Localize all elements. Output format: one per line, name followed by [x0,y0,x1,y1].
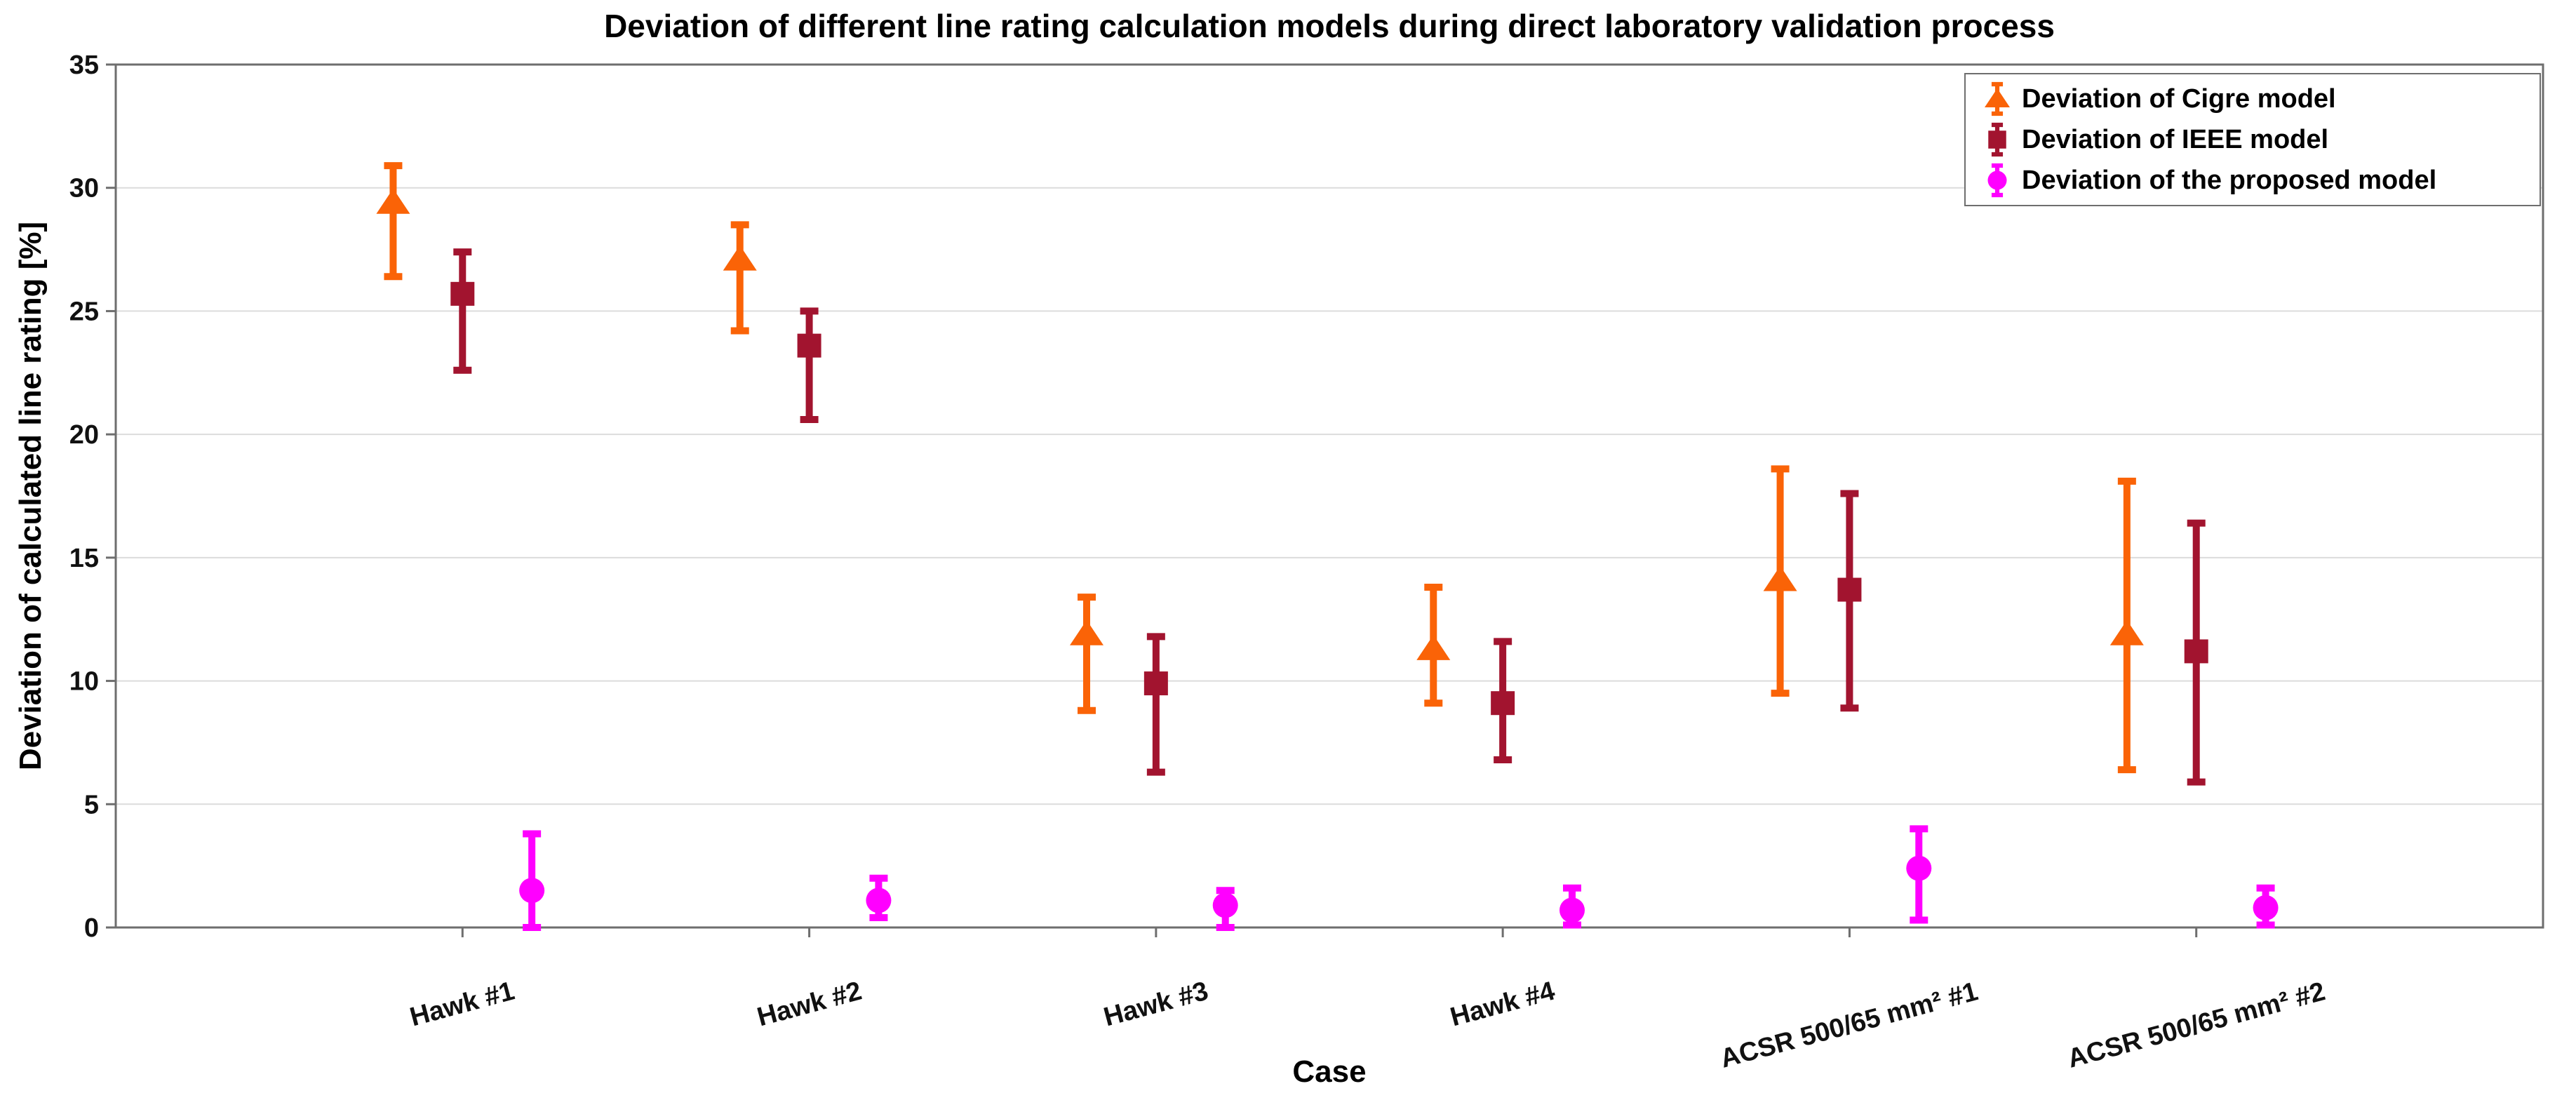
legend-label-cigre: Deviation of Cigre model [2022,83,2336,114]
data-point-square [1491,691,1515,716]
data-point-circle [519,878,545,904]
legend-marker-triangle-up [1985,88,2010,107]
y-tick-label: 10 [69,667,99,697]
legend-marker-square [1988,130,2006,149]
y-tick-label: 15 [69,544,99,573]
data-point-square [1143,671,1168,696]
data-point-circle [866,887,892,913]
data-point-circle [1559,897,1585,923]
data-point-square [1837,577,1862,602]
legend-item-cigre: Deviation of Cigre model [1973,79,2533,119]
data-point-triangle-up [2109,619,2144,645]
data-point-triangle-up [376,188,410,214]
y-tick-label: 0 [84,913,99,943]
legend-item-ieee: Deviation of IEEE model [1973,119,2533,160]
data-point-circle [1906,855,1932,881]
y-tick-label: 30 [69,174,99,203]
data-point-triangle-up [1070,619,1103,645]
x-axis-label: Case [1292,1054,1367,1089]
errorbar-square-icon [1988,122,2006,157]
data-point-square [450,281,475,306]
data-point-circle [2253,894,2279,920]
chart-title: Deviation of different line rating calcu… [604,8,2055,44]
legend-label-proposed: Deviation of the proposed model [2022,165,2437,195]
data-point-triangle-up [1416,634,1451,660]
errorbar-circle-icon [1987,163,2007,198]
data-point-triangle-up [723,245,757,271]
y-tick-label: 35 [69,51,99,80]
data-point-triangle-up [1763,565,1797,591]
legend-marker-circle [1987,170,2007,190]
y-tick-label: 5 [84,790,99,819]
data-point-circle [1212,892,1238,918]
axes-box [114,63,2544,929]
y-tick-label: 20 [69,420,99,450]
data-point-square [797,333,821,358]
legend-label-ieee: Deviation of IEEE model [2022,124,2329,154]
legend: Deviation of Cigre model Deviation of IE… [1964,73,2541,206]
errorbar-triangle-icon [1985,81,2010,116]
legend-item-proposed: Deviation of the proposed model [1973,160,2533,201]
data-point-square [2184,639,2208,664]
y-tick-label: 25 [69,297,99,326]
